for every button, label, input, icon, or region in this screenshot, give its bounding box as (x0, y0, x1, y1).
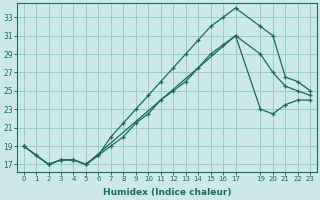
X-axis label: Humidex (Indice chaleur): Humidex (Indice chaleur) (103, 188, 231, 197)
